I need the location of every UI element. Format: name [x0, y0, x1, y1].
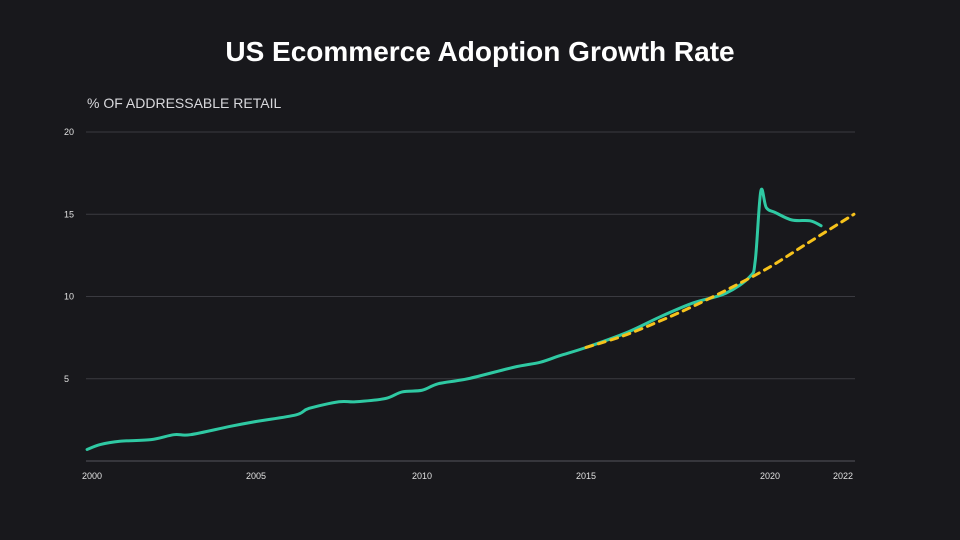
- y-tick-label: 5: [64, 374, 69, 384]
- y-axis-label: % OF ADDRESSABLE RETAIL: [87, 95, 282, 111]
- trend-line-dashed: [584, 212, 856, 349]
- actual-adoption-line: [85, 187, 823, 451]
- x-tick-label: 2015: [576, 471, 596, 481]
- x-tick-label: 2020: [760, 471, 780, 481]
- chart-title: US Ecommerce Adoption Growth Rate: [225, 36, 735, 67]
- x-tick-label: 2005: [246, 471, 266, 481]
- x-tick-label: 2010: [412, 471, 432, 481]
- y-tick-label: 10: [64, 292, 74, 302]
- x-tick-label: 2022: [833, 471, 853, 481]
- y-tick-label: 15: [64, 209, 74, 219]
- x-tick-label: 2000: [82, 471, 102, 481]
- y-tick-label: 20: [64, 127, 74, 137]
